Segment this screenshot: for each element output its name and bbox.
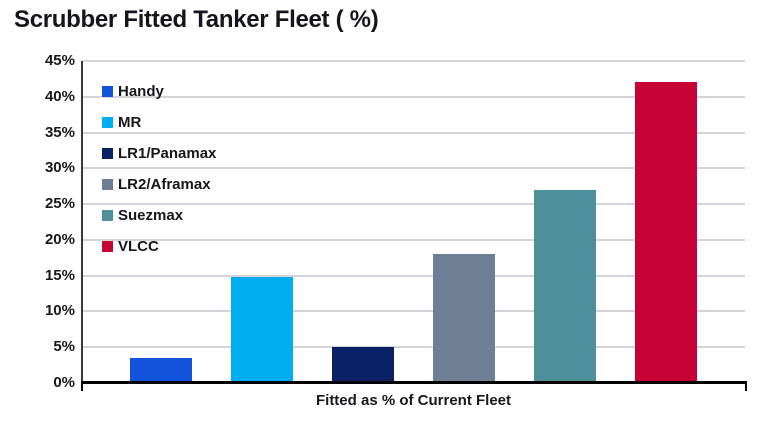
x-axis-tick-left — [81, 384, 83, 391]
chart-title: Scrubber Fitted Tanker Fleet ( %) — [14, 6, 379, 33]
x-axis-tick-right — [745, 384, 747, 391]
bar-lr1-panamax — [332, 346, 394, 383]
legend-label: MR — [118, 114, 142, 131]
gridline-35% — [82, 131, 745, 134]
legend-item-handy: Handy — [102, 76, 216, 107]
legend: Handy MR LR1/Panamax LR2/Aframax Suezmax VLCC — [102, 76, 216, 262]
legend-swatch-icon — [102, 117, 113, 128]
legend-swatch-icon — [102, 179, 113, 190]
legend-item-mr: MR — [102, 107, 216, 138]
legend-label: Suezmax — [118, 207, 184, 224]
gridline-45% — [82, 60, 745, 62]
legend-label: Handy — [118, 83, 164, 100]
plot-area: Handy MR LR1/Panamax LR2/Aframax Suezmax VLCC — [82, 60, 745, 383]
y-tick-label-0%: 0% — [53, 374, 75, 391]
legend-item-lr2-aframax: LR2/Aframax — [102, 169, 216, 200]
legend-swatch-icon — [102, 86, 113, 97]
gridline-20% — [82, 238, 745, 241]
gridline-40% — [82, 95, 745, 98]
y-tick-label-20%: 20% — [44, 230, 75, 248]
y-tick-label-45%: 45% — [44, 52, 75, 69]
gridline-30% — [82, 167, 745, 170]
y-tick-label-30%: 30% — [44, 159, 75, 177]
legend-label: LR1/Panamax — [118, 145, 217, 162]
bar-suezmax — [534, 189, 596, 383]
y-tick-label-5%: 5% — [53, 338, 75, 356]
legend-label: VLCC — [118, 238, 159, 255]
x-axis-title: Fitted as % of Current Fleet — [315, 392, 512, 409]
gridline-10% — [82, 310, 745, 313]
y-tick-label-25%: 25% — [44, 195, 75, 213]
y-tick-label-10%: 10% — [44, 302, 75, 320]
gridline-15% — [82, 274, 745, 277]
legend-swatch-icon — [102, 148, 113, 159]
legend-item-suezmax: Suezmax — [102, 200, 216, 231]
legend-item-lr1-panamax: LR1/Panamax — [102, 138, 216, 169]
gridline-5% — [82, 346, 745, 349]
y-tick-label-35%: 35% — [44, 123, 75, 141]
bar-handy — [130, 357, 192, 383]
bar-lr2-aframax — [433, 253, 495, 383]
bar-vlcc — [635, 82, 697, 383]
y-tick-label-40%: 40% — [44, 87, 75, 105]
legend-swatch-icon — [102, 241, 113, 252]
bar-mr — [231, 277, 293, 383]
legend-swatch-icon — [102, 210, 113, 221]
gridline-25% — [82, 203, 745, 206]
legend-item-vlcc: VLCC — [102, 231, 216, 262]
x-axis-line — [81, 381, 747, 384]
y-axis-line — [81, 61, 83, 383]
y-tick-label-15%: 15% — [44, 266, 75, 284]
legend-label: LR2/Aframax — [118, 176, 211, 193]
